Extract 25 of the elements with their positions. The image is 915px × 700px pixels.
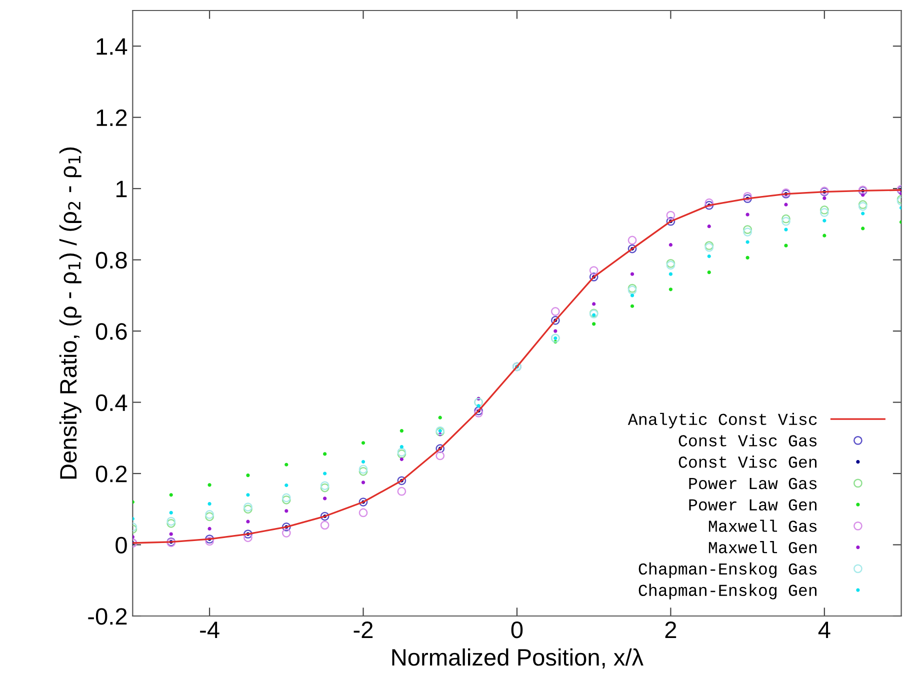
y-tick-label: 1.2 bbox=[96, 109, 127, 126]
x-tick-label: -2 bbox=[354, 621, 373, 638]
x-tick-label: 2 bbox=[665, 621, 676, 638]
x-tick-label: -4 bbox=[200, 622, 220, 638]
y-tick-label: 0 bbox=[116, 536, 127, 554]
legend-label: Chapman-Enskog Gas bbox=[638, 562, 817, 578]
y-tick-label: 0.6 bbox=[96, 323, 127, 340]
x-tick-label: 0 bbox=[511, 621, 523, 638]
y-tick-label: 0.2 bbox=[96, 466, 127, 482]
legend-label: Chapman-Enskog Gen bbox=[638, 584, 816, 600]
legend-label: Maxwell Gen bbox=[708, 541, 816, 554]
x-tick-label: 4 bbox=[818, 622, 830, 638]
x-axis-title: Normalized Position, x/λ bbox=[392, 648, 644, 669]
y-tick-label: 0.4 bbox=[96, 394, 128, 412]
y-tick-label: -0.2 bbox=[88, 608, 127, 625]
y-tick-label: 1.4 bbox=[96, 38, 128, 55]
legend-label: Analytic Const Visc bbox=[628, 412, 817, 428]
legend-label: Maxwell Gas bbox=[708, 520, 817, 532]
y-tick-label: 0.8 bbox=[96, 252, 127, 269]
legend-label: Const Visc Gas bbox=[678, 434, 817, 446]
legend-label: Power Law Gas bbox=[689, 478, 817, 490]
y-axis-title: Density Ratio, (ρ - ρ$_{1}$) / (ρ$_{2}$ - ρ$_{1}$) bbox=[59, 147, 82, 479]
legend-label: Const Visc Gen bbox=[678, 456, 816, 468]
y-tick-label: 1 bbox=[116, 180, 127, 198]
legend-label: Power Law Gen bbox=[689, 499, 816, 511]
